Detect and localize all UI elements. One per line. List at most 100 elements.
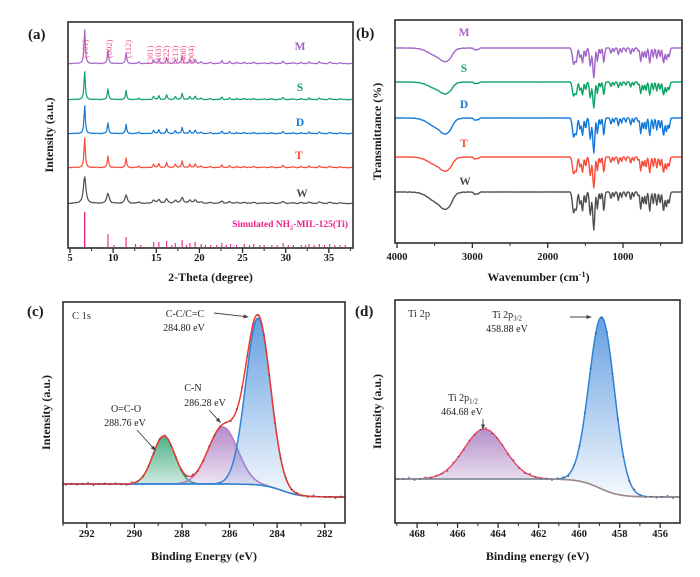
ftir-curve-S <box>395 81 682 109</box>
label-segment: (d) <box>355 304 373 320</box>
panel-tag-a: (a) <box>28 27 46 43</box>
x-tick-label: 2000 <box>537 252 558 263</box>
raw-data-point <box>562 476 564 478</box>
label-segment: (004) <box>186 45 196 64</box>
miller-index-label: (101) <box>80 39 90 58</box>
label-segment: 4000 <box>387 252 408 263</box>
raw-data-point <box>661 495 663 498</box>
raw-data-point <box>334 497 337 499</box>
label-segment: 292 <box>79 529 95 540</box>
label-segment: (a) <box>28 27 46 43</box>
label-segment: 464 <box>490 529 507 540</box>
label-segment: (400) <box>178 45 188 64</box>
raw-data-point <box>120 483 122 486</box>
miller-index-label: (112) <box>123 40 133 58</box>
label-segment: (101) <box>80 39 90 58</box>
panel-tag-b: (b) <box>356 26 374 42</box>
raw-data-point <box>219 425 221 428</box>
raw-data-point <box>611 372 614 375</box>
raw-data-point <box>501 444 504 446</box>
label-segment: 460 <box>571 529 587 540</box>
raw-data-point <box>529 472 531 475</box>
raw-data-point <box>485 427 487 429</box>
raw-data-point <box>584 411 586 414</box>
label-segment: 30 <box>280 253 291 264</box>
peak-annotation-text: C-N <box>184 383 201 394</box>
annotation-arrowhead <box>215 417 221 423</box>
panel-b: M S D T W 4000 3000 2000 1000 Wavenumber (cm-1) Tr… <box>356 19 683 284</box>
series-label-S: S <box>297 82 303 94</box>
series-label-M: M <box>295 41 306 53</box>
x-tick-label: 284 <box>269 529 286 540</box>
raw-data-point <box>573 464 575 467</box>
raw-data-point <box>131 481 133 483</box>
raw-data-point <box>241 386 243 389</box>
annotation-arrow-line <box>136 429 154 449</box>
peak-annotation-text: 464.68 eV <box>441 407 483 418</box>
label-segment: 3000 <box>462 252 483 263</box>
panel-tag-d: (d) <box>355 304 373 320</box>
label-segment: C-C/C=C <box>166 309 205 320</box>
raw-data-point <box>307 496 309 499</box>
label-segment: Ti 2p <box>448 393 469 404</box>
x-tick-label: 5 <box>67 253 72 264</box>
xps-peak-fill-Ti-2p3-2 <box>395 317 680 497</box>
raw-data-point <box>312 494 315 496</box>
x-tick-label: 286 <box>222 529 238 540</box>
peak-annotation-text: Ti 2p3/2 <box>492 310 522 323</box>
raw-data-point <box>98 483 100 486</box>
curves-a <box>68 29 353 247</box>
label-segment: 5 <box>67 253 72 264</box>
xrd-curve-D <box>68 105 353 135</box>
annotation-arrow-line <box>213 312 246 317</box>
raw-data-point <box>263 334 265 336</box>
raw-data-point <box>540 477 542 479</box>
x-axis-label-c: Binding Energy (eV) <box>151 549 257 563</box>
annotation-arrow-line <box>208 409 219 421</box>
panel-a: M S D T W Simulated NH2-MIL-125(Ti) (101) (002)… <box>28 21 354 284</box>
label-segment: 290 <box>127 529 143 540</box>
series-label-D: D <box>296 117 304 129</box>
label-segment: (213) <box>170 45 180 64</box>
axis-frame-a <box>67 21 354 249</box>
label-segment: 456 <box>652 529 668 540</box>
raw-data-point <box>441 472 443 475</box>
label-segment: 2 <box>290 225 293 232</box>
miller-index-label: (222) <box>161 45 171 64</box>
raw-data-point <box>208 445 210 447</box>
raw-data-point <box>633 488 636 491</box>
annotation-arrowhead <box>481 424 485 430</box>
label-segment: Intensity (a.u.) <box>39 375 53 450</box>
raw-data-point <box>153 452 155 455</box>
label-segment: ) <box>586 270 590 284</box>
x-axis-label-b: Wavenumber (cm-1) <box>487 270 589 284</box>
label-segment: O=C-O <box>111 404 141 415</box>
miller-index-label: (301) <box>145 45 155 64</box>
label-segment: (002) <box>104 39 114 58</box>
raw-data-point <box>114 482 117 484</box>
miller-index-label: (103) <box>153 45 163 64</box>
raw-data-point <box>257 314 260 317</box>
raw-data-point <box>81 482 84 485</box>
raw-data-point <box>551 479 553 482</box>
miller-index-label: (400) <box>178 45 188 64</box>
spectrum-region-label-c: C 1s <box>72 311 91 322</box>
raw-data-point <box>419 478 421 481</box>
annotation-arrowhead <box>586 315 592 319</box>
raw-data-point <box>164 434 166 436</box>
raw-data-point <box>252 323 254 325</box>
label-segment: 2000 <box>537 252 558 263</box>
xrd-curve-M <box>68 29 353 65</box>
xps-peak-outline-Ti-2p1-2 <box>395 428 680 498</box>
peak-annotation-text: 286.28 eV <box>184 398 226 409</box>
raw-data-point <box>430 477 432 479</box>
x-tick-label: 10 <box>108 253 119 264</box>
label-segment: (c) <box>27 304 44 320</box>
raw-data-point <box>213 434 216 437</box>
x-tick-label: 466 <box>450 529 466 540</box>
xrd-curve-W <box>68 176 353 205</box>
label-segment: 3/2 <box>513 316 522 323</box>
raw-data-point <box>606 331 608 333</box>
x-axis-label-a: 2-Theta (degree) <box>168 270 253 284</box>
